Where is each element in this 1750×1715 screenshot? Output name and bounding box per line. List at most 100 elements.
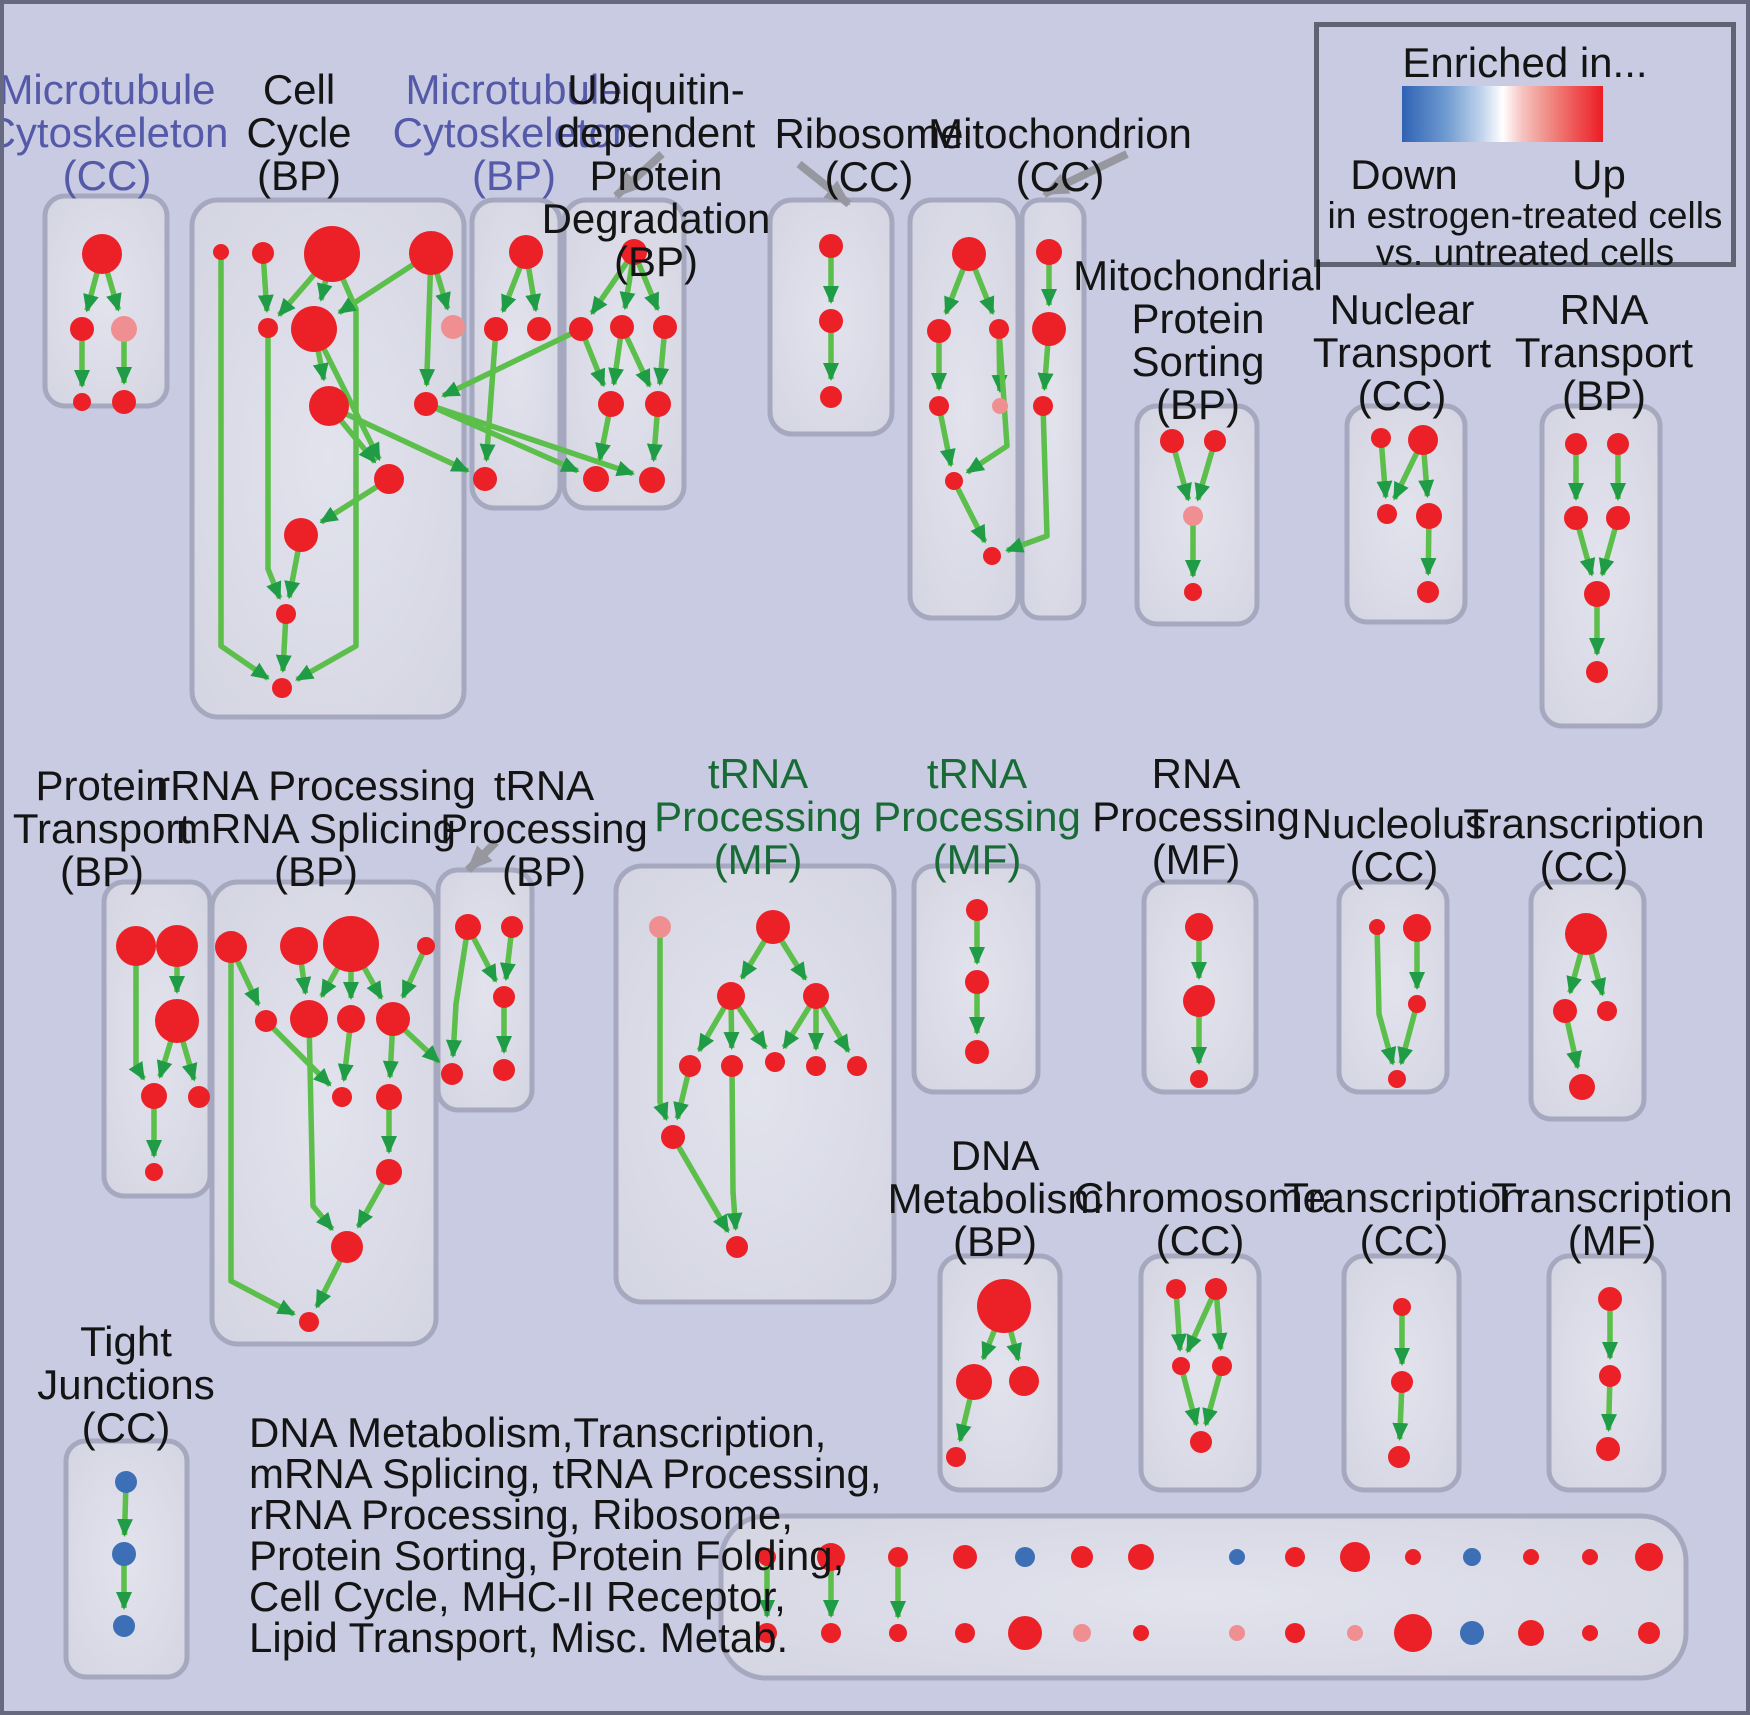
node-rt6 (1586, 661, 1608, 683)
node-t5 (493, 1059, 515, 1081)
node-s6 (721, 1055, 743, 1077)
node-t4 (441, 1063, 463, 1085)
node-bt1 (758, 1548, 776, 1566)
edge-h3-h5 (1178, 1365, 1201, 1427)
label-microtubule-bp: Microtubule Cytoskeleton (BP) (392, 66, 636, 199)
node-tc4 (1569, 1074, 1595, 1100)
node-d3 (1009, 1366, 1039, 1396)
node-bb9 (1285, 1623, 1305, 1643)
node-p6 (145, 1163, 163, 1181)
node-bb2 (821, 1623, 841, 1643)
label-rna-transport: RNA Transport (BP) (1514, 286, 1694, 419)
node-f1 (1598, 1287, 1622, 1311)
edge-q6-q12 (306, 1018, 335, 1232)
annotation-arrow-1-icon (613, 151, 665, 199)
node-q2 (280, 927, 318, 965)
node-b3 (527, 317, 551, 341)
footnote-line: rRNA Processing, Ribosome, (249, 1491, 793, 1538)
edge-cc3-cc13 (295, 252, 359, 682)
node-p2 (156, 925, 198, 967)
node-w3 (1033, 396, 1053, 416)
annotation-arrow-3-icon (1042, 150, 1129, 198)
edge-p1-p4 (128, 946, 147, 1081)
node-tc1 (1565, 913, 1607, 955)
node-b1 (509, 235, 543, 269)
node-cc10 (374, 464, 404, 494)
node-s7 (765, 1052, 785, 1072)
label-trna-mf-2: tRNA Processing (MF) (873, 750, 1081, 883)
node-f3 (1596, 1437, 1620, 1461)
node-rt5 (1584, 581, 1610, 607)
node-ms2 (1204, 430, 1226, 452)
node-bt9 (1285, 1547, 1305, 1567)
node-cc5 (258, 318, 278, 338)
label-trna-mf-1: tRNA Processing (MF) (654, 750, 862, 883)
group-box-microtubule-cc (42, 193, 170, 409)
label-mito-sorting: Mitochondrial Protein Sorting (BP) (1073, 252, 1323, 428)
footnote-line: mRNA Splicing, tRNA Processing, (249, 1450, 882, 1497)
node-ms4 (1184, 583, 1202, 601)
edge-t1-t4 (445, 926, 471, 1058)
node-bb15 (1638, 1622, 1660, 1644)
node-k3 (965, 1040, 989, 1064)
node-u8 (639, 467, 665, 493)
node-mc5 (112, 390, 136, 414)
node-cc8 (309, 386, 349, 426)
node-g1 (1393, 1298, 1411, 1316)
node-s3 (717, 982, 745, 1010)
legend-gradient-bar (1402, 86, 1603, 142)
node-h3 (1172, 1357, 1190, 1375)
node-mc2 (70, 317, 94, 341)
node-bb3 (889, 1624, 907, 1642)
node-p5 (188, 1086, 210, 1108)
node-k2 (965, 970, 989, 994)
node-nt4 (1416, 503, 1442, 529)
node-p1 (116, 926, 156, 966)
label-rrna-mrna: rRNA Processing mRNA Splicing (BP) (156, 762, 476, 895)
node-j2 (1183, 985, 1215, 1017)
node-bt5 (1015, 1547, 1035, 1567)
node-bt8 (1229, 1549, 1245, 1565)
node-h5 (1190, 1431, 1212, 1453)
node-rt1 (1565, 433, 1587, 455)
node-bb5 (1008, 1616, 1042, 1650)
node-bb7 (1133, 1625, 1149, 1641)
node-nt5 (1417, 581, 1439, 603)
node-r1 (952, 237, 986, 271)
node-mc3 (111, 316, 137, 342)
node-f2 (1599, 1365, 1621, 1387)
node-rt2 (1607, 433, 1629, 455)
edge-h2-h3 (1185, 1287, 1219, 1354)
node-bt12 (1463, 1548, 1481, 1566)
node-cc2 (252, 242, 274, 264)
node-bt13 (1523, 1549, 1539, 1565)
node-cc12 (276, 604, 296, 624)
edge-r3-r6 (965, 328, 1010, 475)
node-q10 (376, 1084, 402, 1110)
legend-subtitle-1: in estrogen-treated cells (1327, 195, 1723, 236)
edge-h1-h3 (1170, 1288, 1187, 1352)
edge-cc1-cc13 (218, 252, 270, 681)
edge-q1-q13 (228, 947, 296, 1317)
node-cc6 (291, 306, 337, 352)
node-cc1 (213, 244, 229, 260)
node-q4 (417, 937, 435, 955)
node-u6 (645, 391, 671, 417)
node-p3 (155, 999, 199, 1043)
node-s1 (649, 916, 671, 938)
label-dna-metabolism: DNA Metabolism (BP) (887, 1132, 1103, 1265)
node-cc13 (272, 678, 292, 698)
node-bb6 (1073, 1624, 1091, 1642)
node-w2 (1032, 312, 1066, 346)
label-ribosome: Ribosome (CC) (774, 110, 964, 200)
node-cc7 (441, 315, 465, 339)
label-cell-cycle: Cell Cycle (BP) (246, 66, 352, 199)
footnote-line: DNA Metabolism,Transcription, (249, 1409, 827, 1456)
footnote-line: Lipid Transport, Misc. Metab. (249, 1614, 789, 1661)
node-t3 (493, 986, 515, 1008)
node-q6 (290, 1000, 328, 1038)
edge-cc6-cc10 (311, 327, 382, 462)
edge-h4-h5 (1202, 1365, 1225, 1427)
node-cc9 (414, 392, 438, 416)
node-bb1 (757, 1623, 777, 1643)
